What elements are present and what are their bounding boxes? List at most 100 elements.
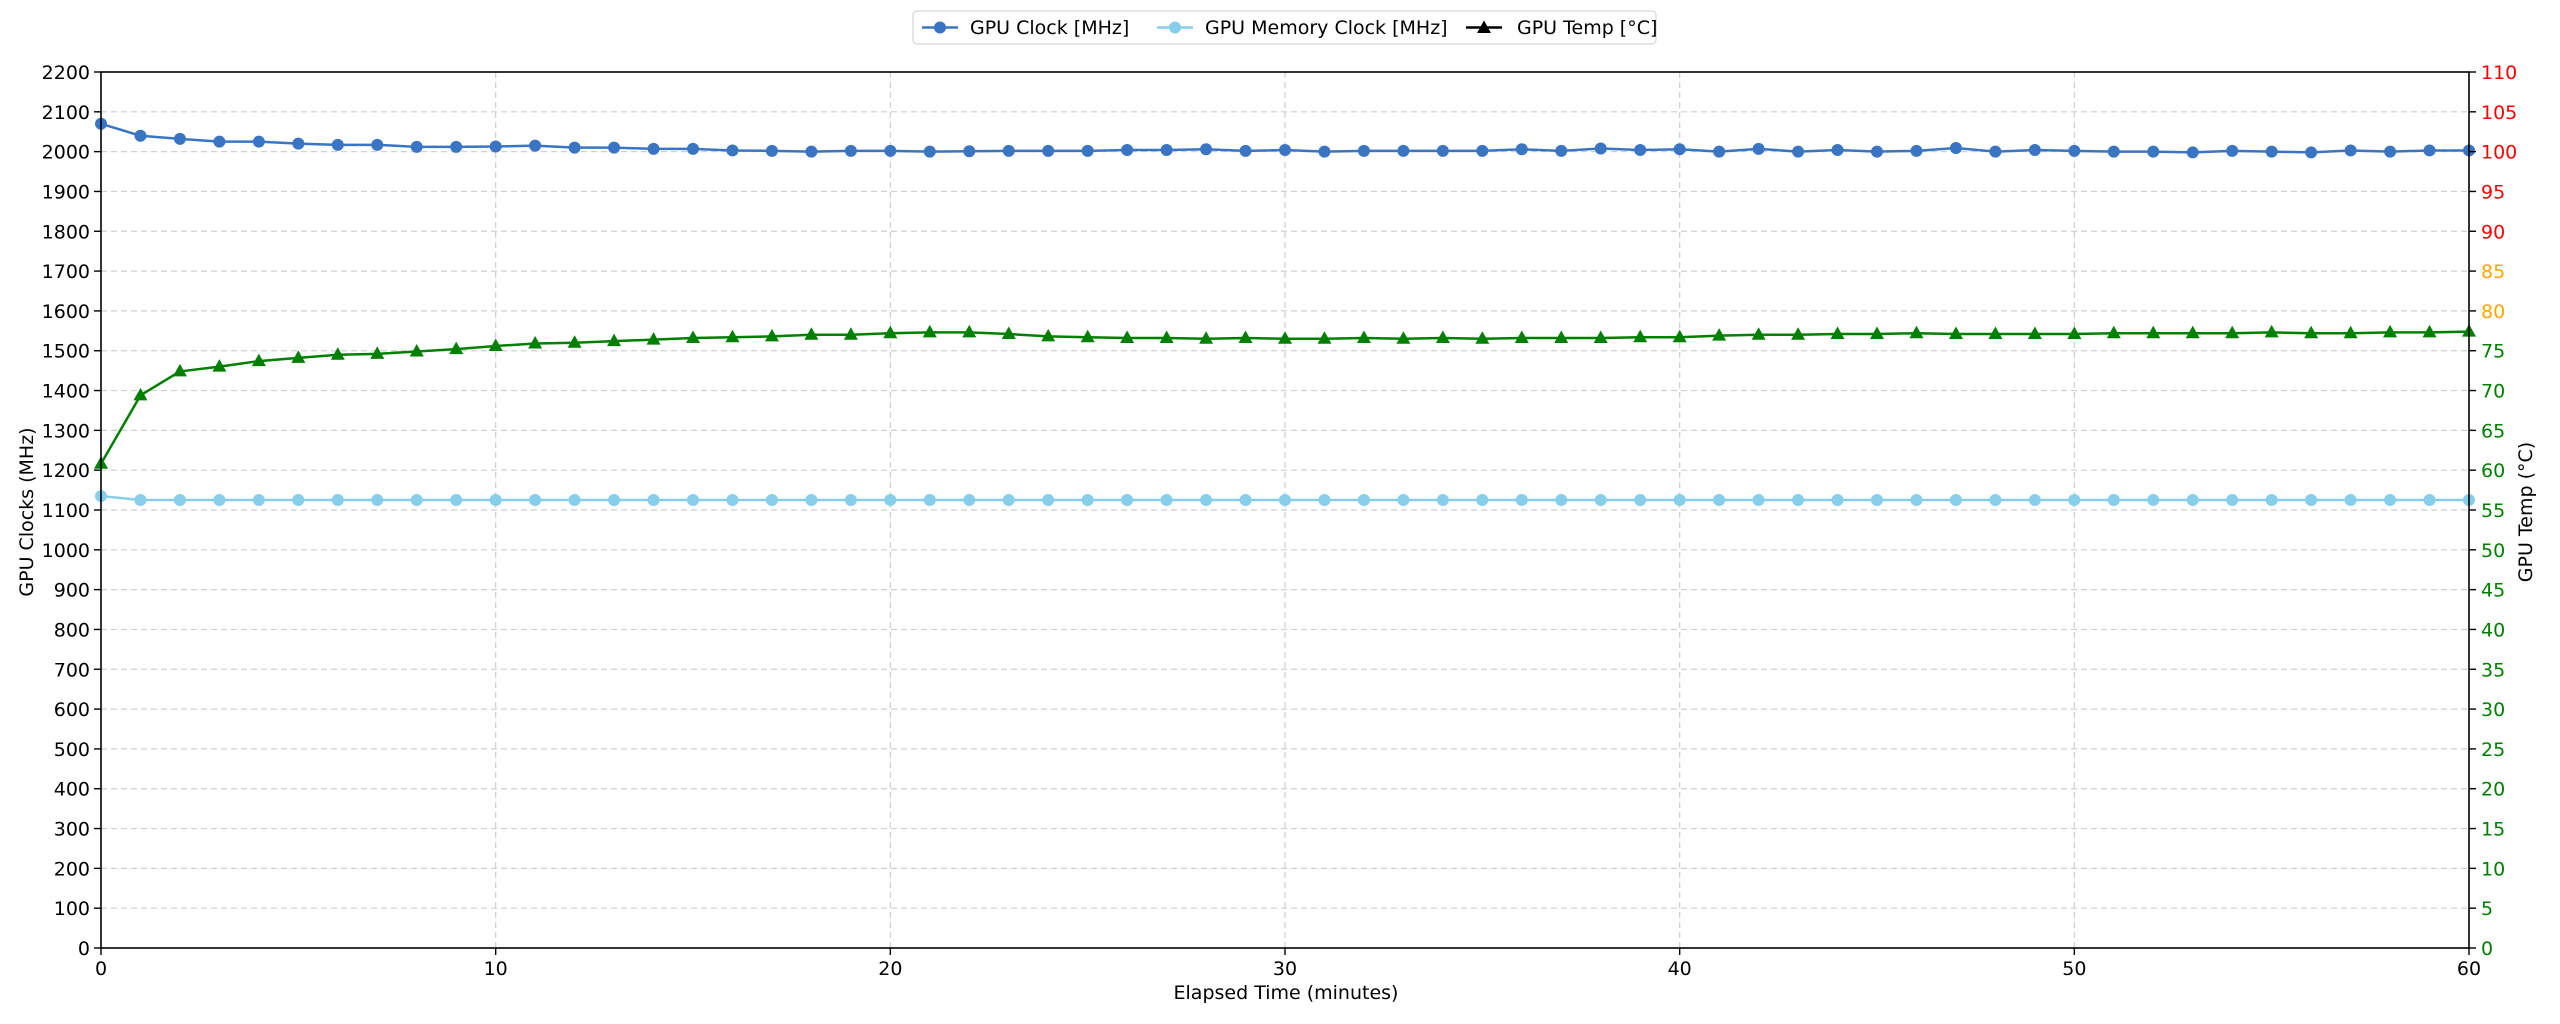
data-point xyxy=(1199,331,1214,344)
y-left-tick-label: 0 xyxy=(78,938,90,960)
data-point xyxy=(409,344,424,357)
y-right-tick-label: 40 xyxy=(2481,619,2505,641)
data-point xyxy=(2107,145,2120,158)
data-point xyxy=(1200,494,1213,507)
y-left-tick-label: 1900 xyxy=(42,181,90,203)
data-point xyxy=(2305,146,2318,159)
data-point xyxy=(1594,494,1607,507)
y-left-tick-label: 1000 xyxy=(42,540,90,562)
data-point xyxy=(172,363,187,377)
data-point xyxy=(1041,328,1056,342)
data-point xyxy=(2106,325,2121,339)
data-point xyxy=(1475,331,1490,344)
data-point xyxy=(488,338,503,351)
y-left-tick-label: 1300 xyxy=(42,420,90,442)
data-point xyxy=(2343,325,2358,339)
data-point xyxy=(1356,330,1371,343)
y-left-tick-label: 1500 xyxy=(42,341,90,363)
data-point xyxy=(1871,145,1883,158)
data-point xyxy=(1752,494,1765,507)
y-axis-right-title: GPU Temp (°C) xyxy=(2515,442,2537,582)
data-point xyxy=(567,335,582,348)
data-point xyxy=(646,332,661,345)
legend-item-gpu-temp: GPU Temp [°C] xyxy=(1466,17,1657,39)
data-point xyxy=(450,494,463,507)
x-tick-label: 0 xyxy=(95,958,107,980)
x-tick-label: 10 xyxy=(484,958,508,980)
data-point xyxy=(2384,145,2397,158)
y-axis-left-title: GPU Clocks (MHz) xyxy=(16,427,38,596)
data-point xyxy=(1712,328,1727,341)
data-point xyxy=(370,346,385,359)
data-point xyxy=(1673,143,1686,156)
data-point xyxy=(2185,325,2200,339)
y-right-tick-label: 35 xyxy=(2481,659,2505,681)
data-point xyxy=(173,132,186,145)
data-point xyxy=(213,494,226,507)
data-point xyxy=(252,135,265,148)
legend-label-gpu-memory-clock: GPU Memory Clock [MHz] xyxy=(1205,17,1448,39)
data-point xyxy=(1713,494,1726,507)
data-point xyxy=(133,387,148,401)
data-point xyxy=(1080,329,1095,343)
data-point xyxy=(963,494,976,507)
data-point xyxy=(764,328,779,342)
data-point xyxy=(1713,145,1726,158)
data-point xyxy=(1672,329,1687,343)
data-point xyxy=(449,341,464,355)
x-tick-label: 40 xyxy=(1668,958,1692,980)
y-right-tick-label: 90 xyxy=(2481,221,2505,243)
data-point xyxy=(1121,494,1134,507)
data-point xyxy=(2344,494,2357,507)
data-point xyxy=(1673,494,1686,507)
data-point xyxy=(2068,144,2081,157)
data-point xyxy=(1397,494,1410,507)
y-left-tick-label: 1600 xyxy=(42,301,90,323)
data-point xyxy=(2304,325,2319,339)
y-left-tick-label: 1100 xyxy=(42,500,90,522)
tick-labels: 0 10 20 30 40 50 60010020030040050060070080090… xyxy=(42,62,2518,980)
x-tick-label: 50 xyxy=(2062,958,2086,980)
data-point xyxy=(2422,324,2437,338)
data-point xyxy=(529,139,542,152)
legend-label-gpu-clock: GPU Clock [MHz] xyxy=(970,17,1129,39)
data-point xyxy=(134,129,147,142)
data-point xyxy=(2068,494,2081,507)
x-tick-label: 20 xyxy=(878,958,902,980)
y-right-tick-label: 10 xyxy=(2481,858,2505,880)
data-point xyxy=(647,494,660,507)
data-point xyxy=(1751,327,1766,340)
data-point xyxy=(1239,144,1252,157)
y-right-tick-label: 60 xyxy=(2481,460,2505,482)
data-point xyxy=(1792,145,1805,158)
data-point xyxy=(923,145,936,158)
data-point xyxy=(1870,326,1884,340)
y-left-tick-label: 600 xyxy=(54,699,90,721)
data-point xyxy=(1948,326,1963,340)
data-point xyxy=(134,494,147,507)
data-point xyxy=(1001,326,1016,340)
y-right-tick-label: 110 xyxy=(2481,62,2517,84)
y-left-tick-label: 2000 xyxy=(42,142,90,164)
data-point xyxy=(568,141,581,154)
data-point xyxy=(1042,144,1055,157)
data-point xyxy=(2423,494,2436,507)
data-point xyxy=(2344,144,2357,157)
data-point xyxy=(1435,330,1450,343)
data-point xyxy=(1989,494,2002,507)
y-left-tick-label: 800 xyxy=(54,619,90,641)
data-point xyxy=(292,494,305,507)
data-point xyxy=(2383,324,2398,338)
data-point xyxy=(2423,144,2436,157)
data-point xyxy=(1159,330,1174,343)
data-point xyxy=(686,330,700,343)
legend-frame xyxy=(912,10,1657,45)
data-point xyxy=(251,353,266,367)
data-point xyxy=(2265,145,2278,158)
y-right-tick-label: 55 xyxy=(2481,500,2505,522)
y-left-tick-label: 400 xyxy=(54,779,90,801)
data-point xyxy=(1831,144,1844,157)
data-point xyxy=(2264,324,2279,338)
data-point xyxy=(725,329,740,343)
y-left-tick-label: 1400 xyxy=(42,381,90,403)
